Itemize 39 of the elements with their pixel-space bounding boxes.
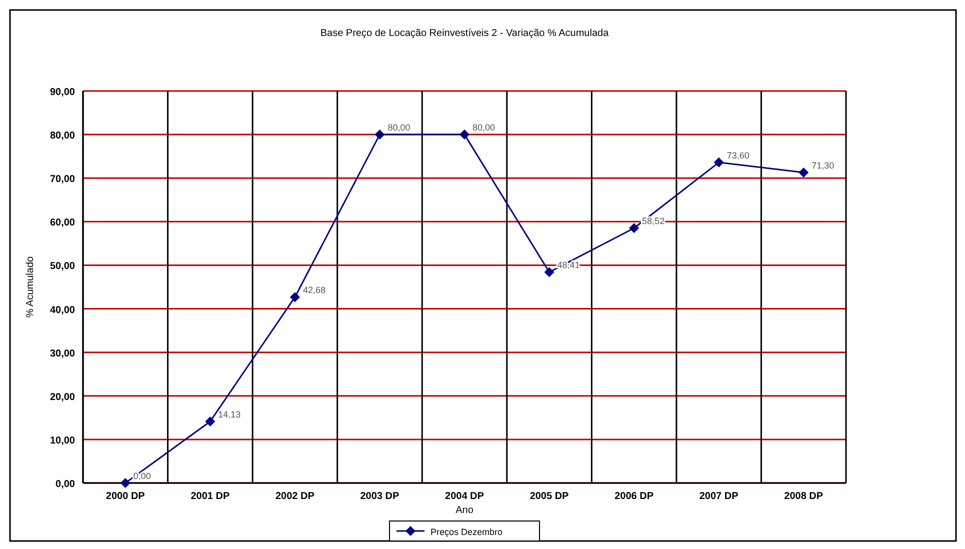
data-label: 0,00: [133, 471, 151, 481]
y-tick-label: 20,00: [50, 392, 76, 403]
x-tick-label: 2008 DP: [784, 491, 824, 502]
legend-label: Preços Dezembro: [430, 527, 503, 537]
data-label: 14,13: [218, 409, 241, 420]
x-axis-title: Ano: [456, 505, 474, 516]
point: [290, 292, 300, 302]
point: [544, 267, 554, 278]
y-tick-label: 10,00: [50, 435, 76, 446]
x-tick-label: 2006 DP: [614, 491, 654, 502]
point: [460, 130, 470, 140]
data-label: 73,60: [726, 150, 750, 160]
data-label: 80,00: [388, 122, 410, 133]
point: [629, 223, 640, 234]
x-tick-label: 2003 DP: [360, 491, 400, 502]
y-tick-label: 80,00: [50, 130, 76, 142]
point: [714, 157, 724, 168]
point: [205, 416, 216, 426]
point: [374, 130, 385, 140]
data-label: 80,00: [472, 122, 496, 133]
y-axis-title: % Acumulado: [25, 256, 36, 318]
point: [798, 167, 809, 178]
point: [120, 478, 130, 488]
x-tick-label: 2004 DP: [445, 491, 484, 502]
y-tick-label: 30,00: [50, 348, 76, 360]
chart-title: Base Preço de Locação Reinvestíveis 2 - Variação % Acumulada: [320, 28, 610, 39]
y-tick-label: 40,00: [50, 304, 76, 316]
data-label: 71,30: [812, 160, 834, 170]
y-tick-label: 50,00: [50, 261, 76, 272]
x-tick-label: 2002 DP: [275, 491, 315, 502]
y-tick-label: 0,00: [56, 479, 76, 490]
y-tick-label: 70,00: [50, 174, 76, 186]
x-tick-label: 2000 DP: [106, 491, 146, 502]
x-tick-label: 2005 DP: [530, 491, 570, 502]
y-tick-label: 60,00: [50, 218, 76, 229]
x-tick-label: 2001 DP: [190, 491, 230, 502]
data-label: 42,68: [302, 285, 326, 296]
x-tick-label: 2007 DP: [699, 491, 739, 502]
y-tick-label: 90,00: [50, 87, 76, 98]
